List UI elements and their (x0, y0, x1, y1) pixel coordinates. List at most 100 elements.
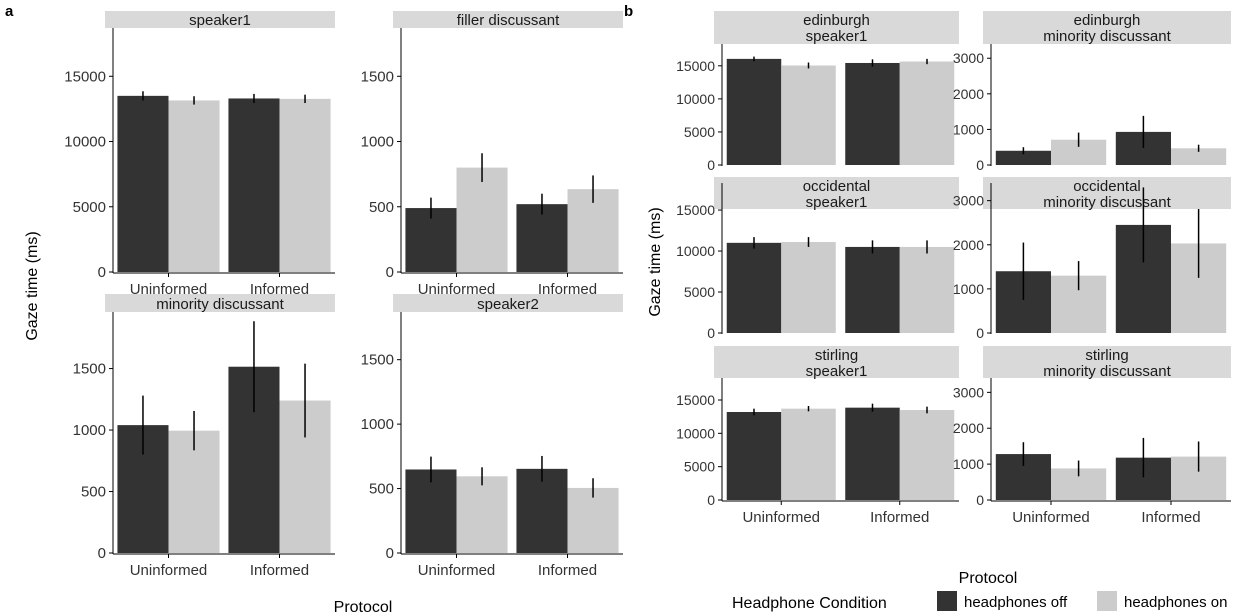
facet-strip-label-speaker1: speaker1 (806, 194, 868, 211)
facet-strip (983, 346, 1231, 378)
facet-strip (714, 177, 959, 209)
bar-headphones-off-informed (228, 98, 280, 272)
bar-headphones-off-uninformed (726, 412, 782, 500)
y-tick-label-2000: 2000 (953, 237, 984, 253)
x-tick-label-informed: Informed (538, 562, 597, 579)
facet-strip (983, 177, 1231, 209)
y-tick-label-0: 0 (98, 264, 106, 281)
y-tick-label-15000: 15000 (676, 202, 715, 218)
legend-title: Headphone Condition (732, 595, 887, 612)
x-tick-label-uninformed: Uninformed (418, 281, 496, 298)
x-tick-label-informed: Informed (1141, 509, 1200, 526)
facet-panel-1: speaker1 0 5000 10000 15000 Uninformed Informe… (64, 11, 335, 298)
y-tick-label-3000: 3000 (953, 50, 984, 66)
facet-strip-label-minority-discussant: minority discussant (1043, 363, 1171, 380)
y-axis-title-a: Gaze time (ms) (24, 231, 41, 340)
y-tick-label-0: 0 (976, 157, 984, 173)
facet-strip-label-speaker1: speaker1 (189, 12, 251, 29)
facet-strip (393, 11, 623, 28)
y-tick-label-5000: 5000 (73, 199, 106, 216)
legend: Headphone Condition headphones off headp… (732, 591, 1227, 612)
facet-panel-3: minority discussant 0 500 1000 1500 Uninforme… (73, 294, 335, 579)
y-tick-label-10000: 10000 (676, 425, 715, 441)
bar-headphones-off-uninformed (726, 242, 782, 333)
facet-strip-label-edinburgh: edinburgh (1074, 12, 1141, 29)
bar-headphones-on-uninformed (168, 430, 220, 553)
facet-strip (393, 294, 623, 312)
y-tick-label-0: 0 (976, 492, 984, 508)
facet-strip (714, 11, 959, 44)
facet-strip-label-edinburgh: edinburgh (803, 12, 870, 29)
bar-headphones-on-uninformed (456, 167, 508, 272)
facet-strip-label-occidental: occidental (1073, 178, 1141, 195)
y-tick-label-500: 500 (369, 199, 394, 216)
y-tick-label-5000: 5000 (684, 124, 715, 140)
bar-headphones-on-informed (1171, 148, 1227, 165)
y-tick-label-1000: 1000 (361, 416, 394, 433)
y-tick-label-0: 0 (707, 157, 715, 173)
bar-headphones-off-uninformed (995, 150, 1051, 165)
x-tick-label-informed: Informed (250, 281, 309, 298)
facet-strip-label-minority-discussant: minority discussant (1043, 194, 1171, 211)
facet-strip (983, 11, 1231, 44)
bar-headphones-off-informed (516, 468, 568, 553)
x-tick-label-uninformed: Uninformed (418, 562, 496, 579)
x-axis-title-a: Protocol (334, 599, 393, 615)
y-tick-label-500: 500 (81, 484, 106, 501)
bar-headphones-on-informed (279, 98, 331, 272)
x-tick-label-uninformed: Uninformed (130, 281, 208, 298)
y-tick-label-3000: 3000 (953, 384, 984, 400)
y-tick-label-5000: 5000 (684, 284, 715, 300)
facet-strip (105, 294, 335, 312)
bar-headphones-on-informed (899, 410, 955, 500)
bar-headphones-on-uninformed (781, 242, 836, 333)
y-tick-label-15000: 15000 (676, 392, 715, 408)
y-tick-label-0: 0 (98, 545, 106, 562)
bar-headphones-on-informed (567, 189, 619, 272)
legend-swatch-headphones-off (937, 591, 957, 611)
y-axis-title-b: Gaze time (ms) (647, 207, 664, 316)
bar-headphones-on-uninformed (456, 476, 508, 553)
y-tick-label-15000: 15000 (676, 58, 715, 74)
bar-headphones-off-informed (845, 407, 900, 500)
x-tick-label-informed: Informed (870, 509, 929, 526)
x-tick-label-informed: Informed (538, 281, 597, 298)
x-tick-label-informed: Informed (250, 562, 309, 579)
bar-headphones-on-uninformed (781, 408, 836, 500)
bar-headphones-off-uninformed (405, 469, 457, 553)
facet-strip-label-stirling: stirling (815, 347, 858, 364)
y-tick-label-15000: 15000 (64, 68, 106, 85)
legend-swatch-headphones-on (1097, 591, 1117, 611)
bar-headphones-off-informed (845, 246, 900, 333)
facet-panel-2: filler discussant 0 500 1000 1500 Uninformed I… (361, 11, 623, 298)
panel-a-label: a (5, 3, 14, 20)
y-tick-label-3000: 3000 (953, 193, 984, 209)
bar-headphones-off-uninformed (726, 58, 782, 166)
facet-strip-label-stirling: stirling (1085, 347, 1128, 364)
facet-strip-label-minority-discussant: minority discussant (156, 296, 284, 313)
facet-strip-label-filler-discussant: filler discussant (457, 12, 560, 29)
y-tick-label-2000: 2000 (953, 86, 984, 102)
y-tick-label-1000: 1000 (953, 121, 984, 137)
y-tick-label-500: 500 (369, 481, 394, 498)
bar-headphones-off-informed (845, 62, 900, 165)
y-tick-label-2000: 2000 (953, 420, 984, 436)
x-tick-label-uninformed: Uninformed (1012, 509, 1090, 526)
y-tick-label-0: 0 (386, 264, 394, 281)
y-tick-label-0: 0 (386, 545, 394, 562)
y-tick-label-1500: 1500 (361, 352, 394, 369)
y-tick-label-0: 0 (707, 325, 715, 341)
bar-headphones-on-informed (567, 487, 619, 553)
bar-headphones-off-informed (516, 204, 568, 272)
y-tick-label-1500: 1500 (361, 68, 394, 85)
y-tick-label-0: 0 (976, 325, 984, 341)
y-tick-label-1000: 1000 (73, 422, 106, 439)
facet-panel-4: speaker2 0 500 1000 1500 Uninformed Informed (361, 294, 623, 579)
facet-strip-label-speaker1: speaker1 (806, 363, 868, 380)
x-tick-label-uninformed: Uninformed (130, 562, 208, 579)
bar-headphones-on-uninformed (781, 65, 836, 165)
